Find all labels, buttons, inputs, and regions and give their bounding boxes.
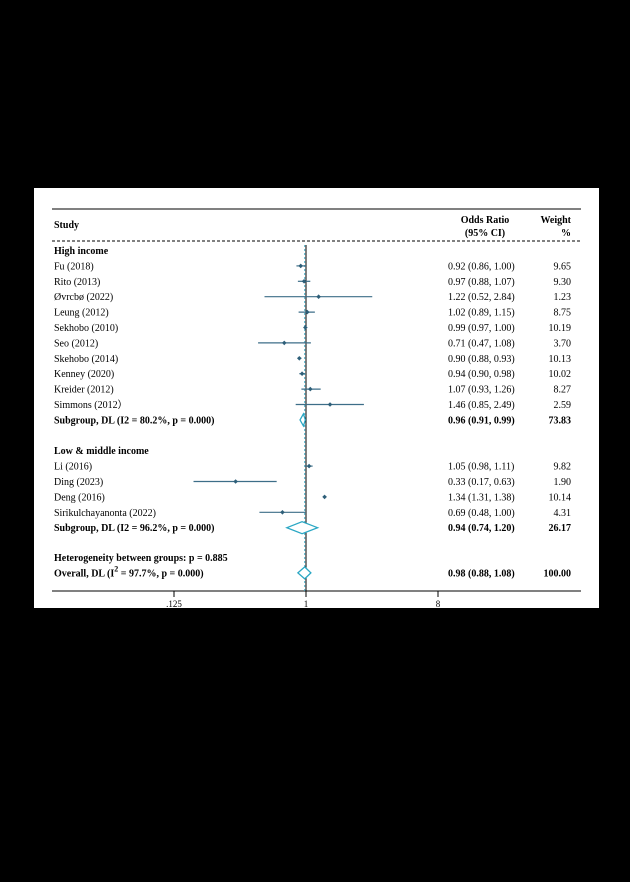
forest-marks: High income Fu (2018) 0.92 (0.86, 1.00) 9.6… — [54, 245, 571, 591]
study-point — [306, 463, 312, 469]
x-tick-label: 8 — [436, 599, 441, 608]
study-ci-text: 0.33 (0.17, 0.63) — [448, 477, 515, 488]
header-weight: Weight — [540, 215, 571, 226]
subgroup-ci-text: 0.94 (0.74, 1.20) — [448, 523, 515, 534]
study-point — [316, 294, 321, 299]
study-weight: 9.65 — [554, 261, 572, 272]
study-point — [281, 340, 287, 346]
study-weight: 9.82 — [554, 462, 572, 473]
forest-plot-panel: Study Odds Ratio (95% CI) Weight % High … — [34, 188, 599, 608]
x-tick-label: .125 — [166, 599, 182, 608]
subgroup-weight: 26.17 — [549, 523, 572, 534]
study-ci-text: 1.02 (0.89, 1.15) — [448, 308, 515, 319]
study-point — [304, 309, 310, 315]
study-ci-text: 1.46 (0.85, 2.49) — [448, 400, 515, 411]
study-point — [322, 494, 327, 500]
study-ci-text: 0.99 (0.97, 1.00) — [448, 323, 515, 334]
study-label: Sirikulchayanonta (2022) — [54, 508, 156, 519]
study-weight: 4.31 — [554, 508, 572, 519]
study-ci-text: 1.34 (1.31, 1.38) — [448, 492, 515, 503]
study-ci-text: 0.90 (0.88, 0.93) — [448, 354, 515, 365]
study-weight: 1.90 — [554, 477, 572, 488]
study-point — [233, 479, 238, 484]
study-weight: 10.19 — [549, 323, 572, 334]
subgroup-label: Subgroup, DL (I2 = 96.2%, p = 0.000) — [54, 523, 214, 534]
study-label: Fu (2018) — [54, 261, 94, 272]
study-ci-text: 1.07 (0.93, 1.26) — [448, 385, 515, 396]
header-ci: (95% CI) — [465, 228, 505, 239]
group-title: High income — [54, 246, 109, 257]
study-point — [327, 402, 333, 407]
study-label: Sekhobo (2010) — [54, 323, 118, 334]
study-ci-text: 0.92 (0.86, 1.00) — [448, 261, 515, 272]
overall-label: Overall, DL (I2 = 97.7%, p = 0.000) — [54, 564, 204, 579]
x-tick-label: 1 — [304, 599, 309, 608]
study-point — [280, 510, 285, 515]
group-title: Low & middle income — [54, 446, 149, 457]
study-label: Li (2016) — [54, 462, 92, 473]
study-label: Skehobo (2014) — [54, 354, 118, 365]
study-label: Kreider (2012) — [54, 385, 114, 396]
study-weight: 10.13 — [549, 354, 572, 365]
header-odds-ratio: Odds Ratio — [461, 215, 510, 226]
study-ci-text: 0.94 (0.90, 0.98) — [448, 369, 515, 380]
header-study: Study — [54, 220, 79, 231]
subgroup-ci-text: 0.96 (0.91, 0.99) — [448, 415, 515, 426]
study-point — [299, 371, 305, 376]
subgroup-label: Subgroup, DL (I2 = 80.2%, p = 0.000) — [54, 415, 214, 426]
study-ci-text: 0.97 (0.88, 1.07) — [448, 277, 515, 288]
study-ci-text: 1.05 (0.98, 1.11) — [448, 462, 514, 473]
overall-weight: 100.00 — [544, 568, 572, 579]
heterogeneity-text: Heterogeneity between groups: p = 0.885 — [54, 553, 228, 564]
study-weight: 1.23 — [554, 292, 572, 303]
study-label: Leung (2012) — [54, 308, 109, 319]
subgroup-diamond — [299, 412, 307, 428]
forest-plot: Study Odds Ratio (95% CI) Weight % High … — [52, 208, 581, 608]
study-label: Kenney (2020) — [54, 369, 114, 380]
study-label: Deng (2016) — [54, 492, 105, 503]
subgroup-diamond — [285, 521, 320, 535]
study-point — [297, 356, 302, 361]
study-weight: 2.59 — [554, 400, 572, 411]
overall-diamond — [296, 566, 312, 580]
study-label: Rito (2013) — [54, 277, 100, 288]
study-label: Ding (2023) — [54, 477, 103, 488]
study-weight: 8.75 — [554, 308, 572, 319]
study-label: Simmons (2012） — [54, 399, 128, 411]
study-point — [307, 386, 313, 392]
study-weight: 10.14 — [549, 492, 572, 503]
study-label: Øvrcbø (2022) — [54, 292, 113, 303]
overall-ci-text: 0.98 (0.88, 1.08) — [448, 568, 515, 579]
study-label: Seo (2012) — [54, 338, 98, 349]
study-point — [303, 325, 308, 330]
study-weight: 9.30 — [554, 277, 572, 288]
study-ci-text: 1.22 (0.52, 2.84) — [448, 292, 515, 303]
study-point — [298, 263, 304, 269]
header-weight-percent: % — [561, 228, 571, 239]
study-weight: 10.02 — [549, 369, 572, 380]
study-weight: 8.27 — [554, 385, 572, 396]
subgroup-weight: 73.83 — [549, 415, 572, 426]
study-ci-text: 0.71 (0.47, 1.08) — [448, 338, 515, 349]
study-weight: 3.70 — [554, 338, 572, 349]
study-ci-text: 0.69 (0.48, 1.00) — [448, 508, 515, 519]
